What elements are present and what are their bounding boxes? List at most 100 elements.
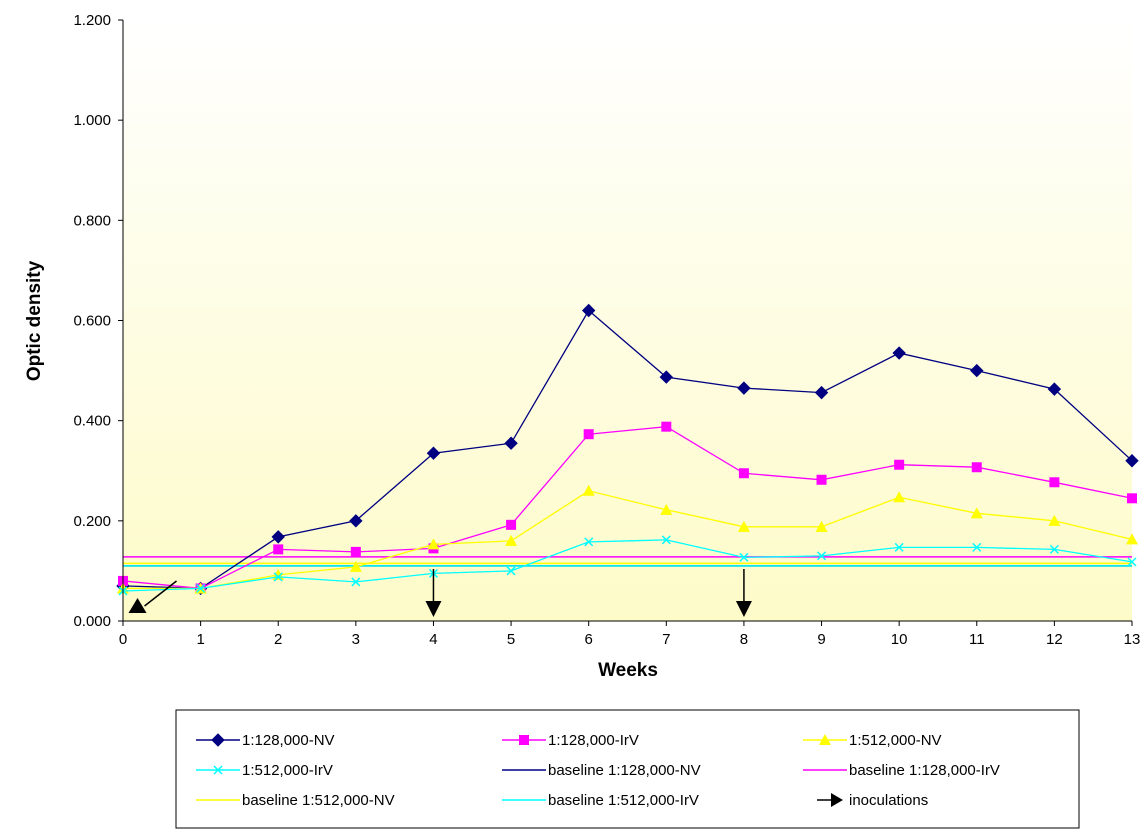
legend-label: 1:128,000-NV bbox=[242, 732, 335, 749]
x-tick-label: 10 bbox=[891, 631, 908, 648]
data-point bbox=[505, 534, 518, 546]
x-tick-label: 9 bbox=[817, 631, 825, 648]
legend-label: 1:512,000-NV bbox=[849, 732, 942, 749]
legend-label: inoculations bbox=[849, 792, 928, 809]
legend-entry: inoculations bbox=[817, 792, 928, 809]
arrow-head bbox=[425, 601, 442, 617]
data-point bbox=[1047, 382, 1062, 396]
data-point bbox=[581, 303, 596, 318]
x-tick-label: 2 bbox=[274, 631, 282, 648]
data-point bbox=[817, 551, 827, 561]
data-point bbox=[350, 546, 361, 557]
legend-marker bbox=[519, 735, 529, 745]
y-tick-label: 0.600 bbox=[73, 313, 111, 330]
series-line bbox=[122, 309, 1133, 590]
legend-entry: 1:512,000-IrV bbox=[196, 762, 333, 779]
data-point bbox=[1125, 454, 1139, 468]
data-point bbox=[271, 530, 285, 544]
arrow-head bbox=[735, 601, 752, 617]
legend-entry: baseline 1:128,000-NV bbox=[502, 762, 701, 779]
data-point bbox=[738, 468, 749, 479]
legend: 1:128,000-NV 1:128,000-IrV 1:512,000-NV 1:5… bbox=[175, 709, 1080, 829]
series-line bbox=[122, 539, 1133, 592]
data-point bbox=[661, 421, 672, 432]
arrow-shaft bbox=[144, 580, 177, 607]
data-point bbox=[426, 446, 441, 460]
y-tick-label: 0.200 bbox=[73, 513, 111, 530]
legend-label: baseline 1:128,000-NV bbox=[548, 762, 701, 779]
x-tick-label: 5 bbox=[507, 631, 515, 648]
data-point bbox=[506, 519, 517, 530]
y-tick-label: 0.400 bbox=[73, 413, 111, 430]
data-point bbox=[737, 381, 751, 395]
legend-label: 1:128,000-IrV bbox=[548, 732, 639, 749]
data-point bbox=[427, 538, 440, 550]
legend-entry: baseline 1:512,000-NV bbox=[196, 792, 395, 809]
data-point bbox=[349, 514, 363, 528]
x-tick-label: 4 bbox=[429, 631, 437, 648]
y-tick-label: 1.200 bbox=[73, 12, 111, 29]
legend-marker bbox=[819, 734, 831, 745]
data-point bbox=[970, 363, 984, 378]
legend-entry: 1:512,000-NV bbox=[803, 732, 942, 749]
legend-marker bbox=[211, 733, 225, 747]
data-point bbox=[1126, 533, 1138, 545]
data-point bbox=[196, 583, 206, 593]
data-point bbox=[816, 474, 827, 485]
legend-label: baseline 1:512,000-IrV bbox=[548, 792, 699, 809]
data-point bbox=[739, 552, 749, 562]
x-tick-label: 11 bbox=[969, 631, 985, 648]
data-point bbox=[661, 535, 671, 545]
data-point bbox=[273, 572, 283, 582]
data-point bbox=[972, 542, 982, 552]
data-point bbox=[971, 462, 982, 473]
legend-entry: baseline 1:128,000-IrV bbox=[803, 762, 1000, 779]
legend-box bbox=[175, 709, 1080, 829]
data-point bbox=[893, 491, 906, 503]
data-point bbox=[814, 385, 829, 400]
x-tick-label: 7 bbox=[662, 631, 670, 648]
legend-label: baseline 1:128,000-IrV bbox=[849, 762, 1000, 779]
inoculation-arrow bbox=[735, 569, 752, 617]
data-point bbox=[349, 560, 362, 572]
inoculation-arrow bbox=[425, 569, 442, 617]
data-point bbox=[1127, 557, 1137, 567]
x-tick-label: 12 bbox=[1046, 631, 1063, 648]
x-tick-label: 13 bbox=[1124, 631, 1141, 648]
data-point bbox=[273, 544, 284, 555]
legend-label: 1:512,000-IrV bbox=[242, 762, 333, 779]
x-tick-label: 3 bbox=[352, 631, 360, 648]
data-point bbox=[815, 520, 828, 532]
legend-entry: 1:128,000-IrV bbox=[502, 732, 639, 749]
data-point bbox=[506, 566, 516, 576]
x-tick-label: 8 bbox=[740, 631, 748, 648]
x-tick-label: 6 bbox=[585, 631, 593, 648]
data-point bbox=[970, 507, 983, 519]
arrow-head bbox=[128, 598, 147, 613]
plot-area bbox=[123, 20, 1132, 621]
legend-entry: baseline 1:512,000-IrV bbox=[502, 792, 699, 809]
y-tick-label: 1.000 bbox=[73, 112, 111, 129]
data-point bbox=[894, 459, 905, 470]
series-4 bbox=[118, 535, 1137, 596]
series-line bbox=[123, 490, 1133, 590]
x-tick-label: 1 bbox=[196, 631, 204, 648]
data-point bbox=[504, 436, 518, 450]
data-point bbox=[894, 542, 904, 552]
data-point bbox=[584, 537, 594, 547]
data-point bbox=[583, 429, 594, 440]
data-point bbox=[1127, 493, 1137, 504]
x-tick-label: 0 bbox=[119, 631, 127, 648]
y-tick-label: 0.000 bbox=[73, 613, 111, 630]
data-point bbox=[582, 484, 595, 496]
inoculation-arrow bbox=[128, 580, 177, 613]
series-line bbox=[122, 426, 1133, 590]
data-point bbox=[1049, 477, 1060, 488]
data-point bbox=[737, 520, 750, 532]
data-point bbox=[1048, 514, 1061, 526]
data-point bbox=[892, 346, 906, 360]
legend-marker bbox=[213, 765, 223, 775]
legend-label: baseline 1:512,000-NV bbox=[242, 792, 395, 809]
legend-entry: 1:128,000-NV bbox=[196, 732, 335, 749]
